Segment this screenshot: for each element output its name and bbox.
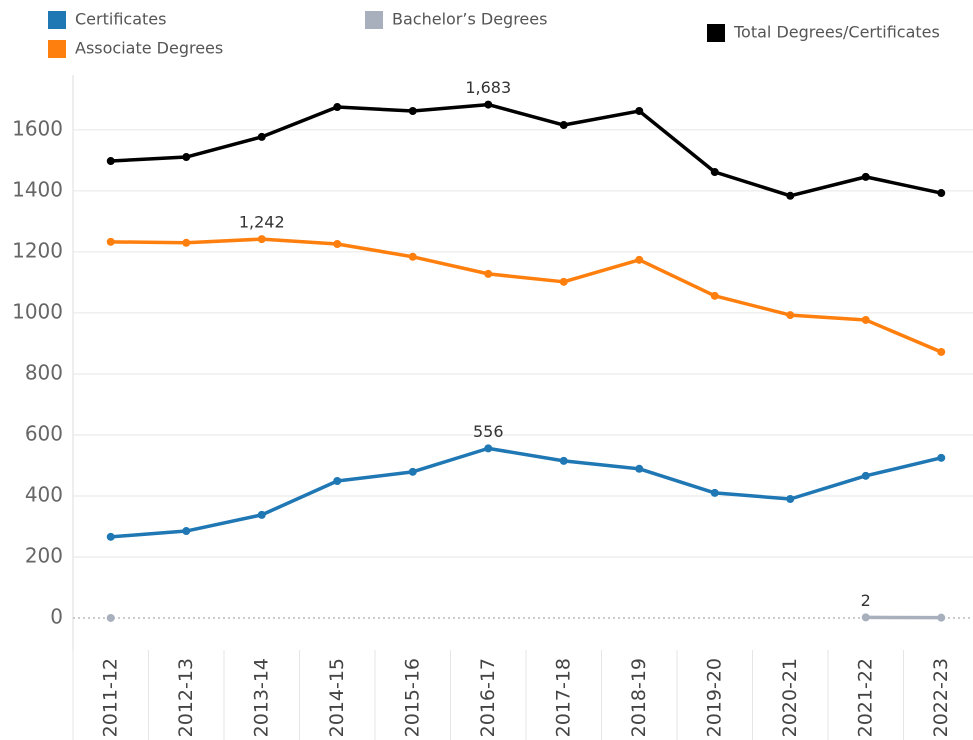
point	[559, 456, 568, 465]
series-line	[110, 102, 942, 198]
x-tick-label: 2017-18	[552, 658, 574, 737]
point	[182, 238, 191, 247]
point	[710, 291, 719, 300]
legend-label: Certificates	[75, 10, 166, 29]
legend-label: Total Degrees/Certificates	[733, 23, 940, 42]
point	[937, 189, 946, 198]
point	[786, 191, 795, 200]
point	[635, 464, 644, 473]
x-tick-label: 2013-14	[250, 658, 272, 737]
x-tick-label: 2022-23	[930, 658, 952, 737]
point	[484, 444, 493, 453]
point	[106, 157, 115, 166]
y-tick-label: 400	[25, 482, 63, 506]
point	[106, 613, 115, 622]
point	[559, 121, 568, 130]
point	[333, 239, 342, 248]
point	[635, 106, 644, 115]
y-tick-label: 600	[25, 421, 63, 445]
legend-swatch	[48, 40, 66, 58]
point	[408, 106, 417, 115]
point	[257, 510, 266, 519]
point	[182, 153, 191, 162]
point	[861, 315, 870, 324]
y-tick-label: 1600	[12, 116, 63, 140]
legend-label: Associate Degrees	[75, 39, 223, 58]
point	[861, 172, 870, 181]
point	[257, 235, 266, 244]
point	[786, 495, 795, 504]
x-tick-label: 2012-13	[175, 658, 197, 737]
point	[408, 252, 417, 261]
value-label: 1,242	[239, 213, 285, 232]
point	[710, 488, 719, 497]
point	[635, 255, 644, 264]
point	[333, 103, 342, 112]
point	[106, 532, 115, 541]
y-tick-label: 200	[25, 543, 63, 567]
legend-label: Bachelor’s Degrees	[392, 10, 547, 29]
point	[182, 527, 191, 536]
point	[106, 237, 115, 246]
series-line	[110, 446, 942, 539]
y-tick-label: 1200	[12, 238, 63, 262]
point	[937, 613, 946, 622]
x-tick-label: 2014-15	[326, 658, 348, 737]
point	[861, 613, 870, 622]
x-tick-label: 2021-22	[854, 658, 876, 737]
legend-swatch	[707, 24, 725, 42]
point	[937, 453, 946, 462]
point	[484, 269, 493, 278]
x-tick-label: 2011-12	[99, 658, 121, 737]
value-label: 1,683	[465, 78, 511, 97]
point	[484, 100, 493, 109]
x-tick-label: 2018-19	[628, 658, 650, 737]
point	[710, 168, 719, 177]
point	[257, 132, 266, 141]
y-tick-label: 1400	[12, 177, 63, 201]
x-tick-label: 2016-17	[477, 658, 499, 737]
point	[408, 467, 417, 476]
value-label: 2	[861, 591, 871, 610]
point	[786, 311, 795, 320]
y-tick-label: 0	[50, 604, 63, 628]
point	[559, 277, 568, 286]
x-tick-label: 2020-21	[779, 658, 801, 737]
x-tick-label: 2019-20	[703, 658, 725, 737]
x-tick-label: 2015-16	[401, 658, 423, 737]
point	[861, 471, 870, 480]
point	[937, 347, 946, 356]
y-tick-label: 800	[25, 360, 63, 384]
legend-swatch	[48, 11, 66, 29]
point	[333, 477, 342, 486]
value-label: 556	[473, 422, 504, 441]
series-line	[110, 237, 942, 354]
y-tick-label: 1000	[12, 299, 63, 323]
legend-swatch	[365, 11, 383, 29]
